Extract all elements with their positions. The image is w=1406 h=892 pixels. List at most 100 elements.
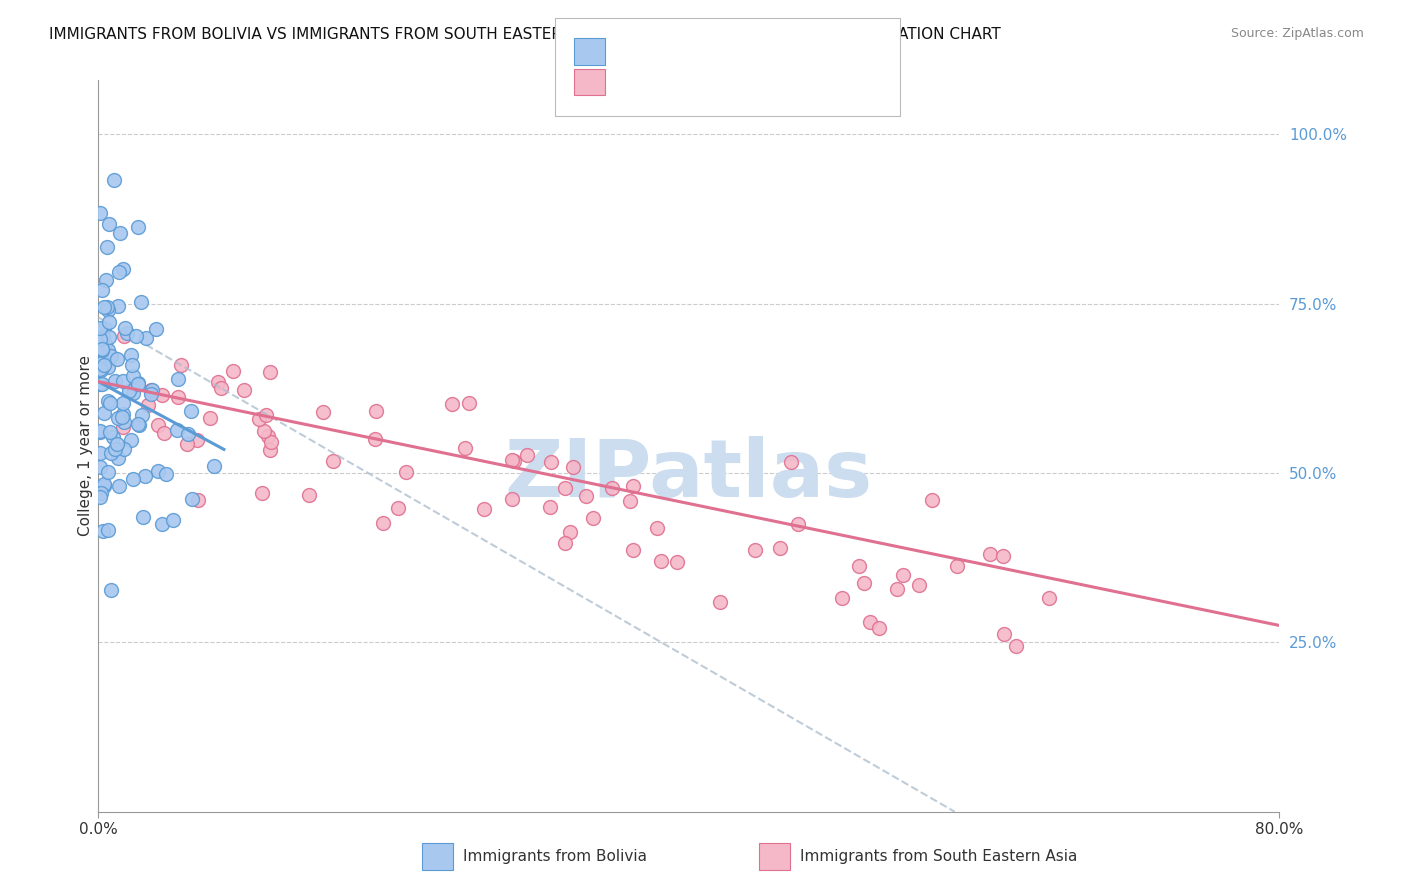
Point (373, 516, 395, 530)
Point (554, 535, 576, 549)
Point (117, 326, 139, 340)
Point (97, 524, 120, 538)
Point (247, 412, 270, 426)
Point (93, 321, 115, 335)
Point (103, 173, 125, 187)
Point (1005, 639, 1028, 653)
Point (105, 351, 128, 366)
Point (134, 468, 156, 483)
Text: N =: N = (723, 45, 766, 59)
Point (148, 464, 170, 478)
Point (221, 363, 243, 377)
Point (364, 433, 387, 447)
Point (167, 390, 190, 404)
Text: Source: ZipAtlas.com: Source: ZipAtlas.com (1230, 27, 1364, 40)
Point (91, 343, 114, 358)
Point (89, 425, 111, 439)
Point (921, 493, 943, 508)
Point (501, 492, 523, 507)
Point (90, 486, 112, 500)
Point (108, 265, 131, 279)
Point (440, 397, 463, 411)
Point (120, 433, 142, 447)
Point (202, 458, 225, 473)
Point (107, 411, 129, 425)
Point (395, 466, 418, 480)
Point (100, 583, 122, 598)
Point (186, 434, 208, 448)
Text: Immigrants from South Eastern Asia: Immigrants from South Eastern Asia (800, 849, 1077, 863)
Point (131, 408, 153, 422)
Point (89, 206, 111, 220)
Point (89, 332, 111, 346)
Point (90, 362, 112, 376)
Point (127, 417, 149, 432)
Point (141, 387, 163, 401)
Point (89, 362, 111, 376)
Point (848, 558, 870, 573)
Point (453, 441, 475, 455)
Point (139, 383, 162, 397)
Text: ZIPatlas: ZIPatlas (505, 436, 873, 515)
Point (97, 315, 120, 329)
Point (96, 273, 118, 287)
Text: R =: R = (616, 45, 650, 59)
Point (107, 451, 129, 466)
Point (89, 491, 111, 505)
Point (232, 383, 254, 397)
Text: -0.586: -0.586 (655, 75, 704, 89)
Point (127, 376, 149, 391)
Point (540, 455, 562, 469)
Text: 76: 76 (768, 75, 789, 89)
Point (167, 372, 190, 386)
Point (97, 330, 120, 344)
Point (104, 442, 127, 456)
Point (187, 493, 209, 508)
Point (93, 330, 115, 344)
Point (554, 481, 576, 495)
Point (90, 342, 112, 356)
Point (145, 322, 167, 336)
Point (93, 406, 115, 420)
Point (645, 521, 668, 535)
Point (98, 395, 121, 409)
Point (619, 494, 641, 508)
Point (600, 481, 623, 495)
Point (97, 465, 120, 479)
Point (89, 321, 111, 335)
Point (538, 500, 561, 515)
Point (97, 359, 120, 374)
Point (364, 404, 387, 418)
Point (993, 626, 1015, 640)
Point (98, 217, 121, 231)
Point (111, 420, 134, 434)
Point (112, 329, 135, 343)
Point (254, 408, 277, 422)
Text: R =: R = (616, 75, 650, 89)
Point (170, 358, 193, 372)
Point (155, 467, 177, 481)
Point (96, 240, 118, 254)
Point (575, 489, 598, 503)
Point (253, 424, 276, 438)
Point (96, 301, 118, 315)
Point (110, 226, 132, 240)
Point (89, 459, 111, 474)
Point (111, 262, 134, 277)
Point (97, 303, 120, 318)
Point (94, 337, 117, 351)
Point (198, 410, 221, 425)
Point (89, 377, 111, 392)
Point (787, 517, 810, 532)
Point (582, 511, 605, 525)
Point (136, 398, 159, 412)
Point (98, 425, 121, 439)
Point (516, 448, 538, 462)
Point (127, 376, 149, 391)
Point (744, 543, 766, 558)
Point (621, 542, 644, 557)
Point (207, 375, 229, 389)
Point (97, 393, 120, 408)
Y-axis label: College, 1 year or more: College, 1 year or more (77, 356, 93, 536)
Point (1038, 591, 1060, 605)
